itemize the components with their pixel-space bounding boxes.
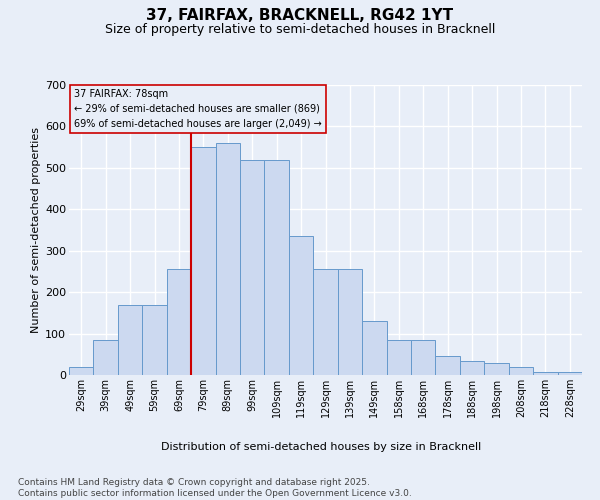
Bar — [69, 366, 94, 375]
Bar — [386, 340, 411, 375]
Bar — [215, 143, 240, 375]
Bar — [557, 372, 582, 375]
Text: 37, FAIRFAX, BRACKNELL, RG42 1YT: 37, FAIRFAX, BRACKNELL, RG42 1YT — [146, 8, 454, 22]
Bar — [313, 270, 338, 375]
Bar — [240, 160, 265, 375]
Bar — [362, 321, 386, 375]
Text: Contains HM Land Registry data © Crown copyright and database right 2025.
Contai: Contains HM Land Registry data © Crown c… — [18, 478, 412, 498]
Bar — [167, 270, 191, 375]
Bar — [509, 366, 533, 375]
Bar — [94, 340, 118, 375]
Y-axis label: Number of semi-detached properties: Number of semi-detached properties — [31, 127, 41, 333]
Bar — [533, 372, 557, 375]
Bar — [142, 304, 167, 375]
Bar — [289, 236, 313, 375]
Bar — [460, 360, 484, 375]
Bar — [484, 362, 509, 375]
Bar — [118, 304, 142, 375]
Text: Distribution of semi-detached houses by size in Bracknell: Distribution of semi-detached houses by … — [161, 442, 481, 452]
Bar — [411, 340, 436, 375]
Text: Size of property relative to semi-detached houses in Bracknell: Size of property relative to semi-detach… — [105, 22, 495, 36]
Bar — [338, 270, 362, 375]
Text: 37 FAIRFAX: 78sqm
← 29% of semi-detached houses are smaller (869)
69% of semi-de: 37 FAIRFAX: 78sqm ← 29% of semi-detached… — [74, 89, 322, 128]
Bar — [191, 147, 215, 375]
Bar — [436, 356, 460, 375]
Bar — [265, 160, 289, 375]
